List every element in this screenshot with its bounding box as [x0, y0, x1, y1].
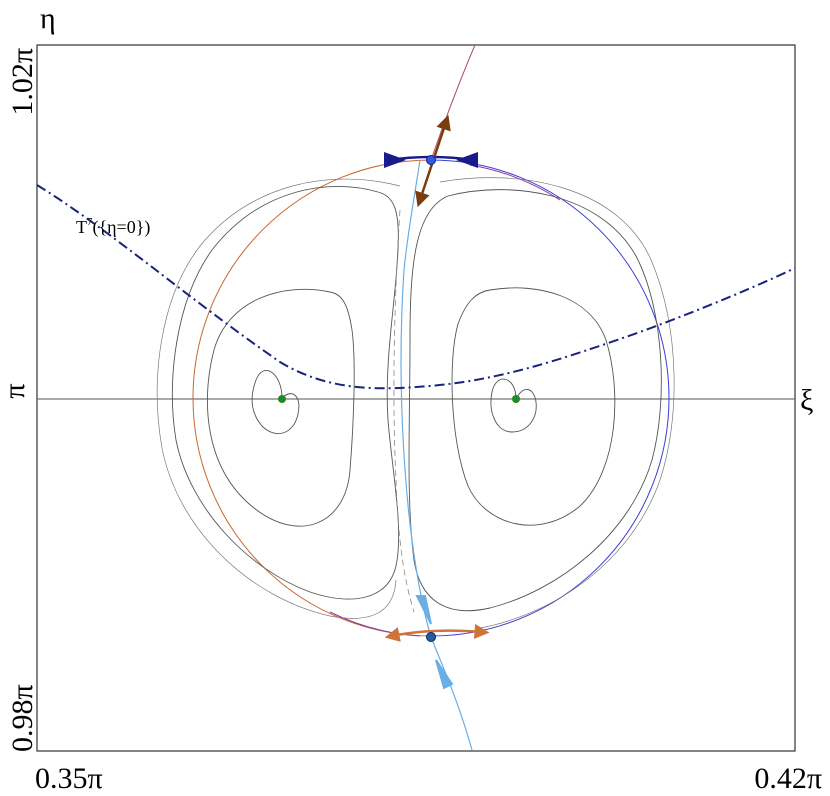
xi-axis-label: ξ — [800, 384, 813, 417]
left-outer-contour — [171, 186, 400, 600]
lower-saddle-unstable-arrow — [384, 623, 490, 642]
right-middle-contour — [451, 287, 616, 526]
y-tick-bottom: 0.98π — [6, 684, 39, 752]
eta-axis-label: η — [40, 2, 56, 35]
left-inner-contour — [251, 370, 300, 435]
dashed-curve-t7 — [36, 184, 796, 390]
y-tick-top: 1.02π — [6, 48, 39, 116]
x-tick-left: 0.35π — [35, 762, 103, 795]
plot-frame — [36, 44, 796, 752]
lower-saddle-stable-arrow-bottom — [435, 659, 454, 690]
lower-saddle-point — [426, 632, 436, 642]
central-separatrix — [400, 159, 473, 751]
right-elliptic-point — [512, 395, 520, 403]
right-inner-contour — [490, 378, 537, 433]
right-outer-contour — [408, 189, 662, 612]
y-tick-mid: π — [0, 383, 31, 398]
upper-right-stable-arrow — [456, 152, 478, 168]
left-elliptic-point — [278, 395, 286, 403]
central-inner-separatrix — [393, 209, 415, 613]
boundary-arc-right — [430, 159, 670, 637]
curve-label: T7({η=0}) — [76, 216, 150, 238]
left-separatrix-contour — [156, 178, 401, 619]
right-separatrix-contour — [439, 177, 675, 629]
x-tick-right: 0.42π — [754, 762, 822, 795]
lower-saddle-stable-arrow-top — [415, 595, 432, 625]
upper-unstable-manifold — [430, 44, 476, 161]
upper-left-stable-arrow — [384, 152, 406, 168]
upper-saddle-point — [426, 155, 436, 165]
left-middle-contour — [206, 288, 355, 527]
